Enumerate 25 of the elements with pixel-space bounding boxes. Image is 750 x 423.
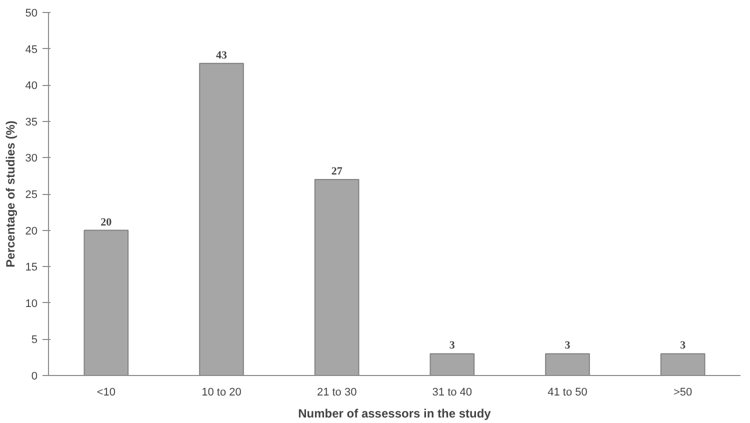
y-tick-label: 15	[25, 262, 38, 274]
data-label: 3	[449, 340, 456, 352]
data-label: 20	[100, 216, 112, 228]
data-label: 27	[331, 165, 343, 178]
x-axis-title: Number of assessors in the study	[298, 406, 492, 420]
y-tick-label: 20	[25, 225, 38, 238]
y-tick-label: 0	[31, 370, 38, 382]
x-tick-label: 10 to 20	[202, 386, 242, 398]
y-tick-label: 45	[25, 44, 38, 56]
y-tick-label: 25	[25, 189, 38, 201]
x-tick-label: >50	[674, 386, 692, 398]
data-label: 43	[216, 49, 228, 62]
y-tick-label: 30	[25, 152, 38, 165]
y-tick-label: 40	[25, 80, 38, 92]
x-tick-label: 31 to 40	[432, 386, 472, 398]
y-tick-label: 10	[25, 298, 38, 310]
y-tick-label: 5	[31, 334, 38, 346]
x-tick-label: <10	[96, 386, 116, 398]
y-tick-label: 50	[25, 8, 38, 20]
y-tick-label: 35	[25, 116, 38, 128]
x-tick-label: 21 to 30	[316, 386, 357, 398]
y-axis-title: Percentage of studies (%)	[3, 120, 18, 268]
data-label: 3	[680, 340, 686, 352]
data-label: 3	[564, 340, 571, 352]
x-tick-label: 41 to 50	[548, 386, 588, 398]
